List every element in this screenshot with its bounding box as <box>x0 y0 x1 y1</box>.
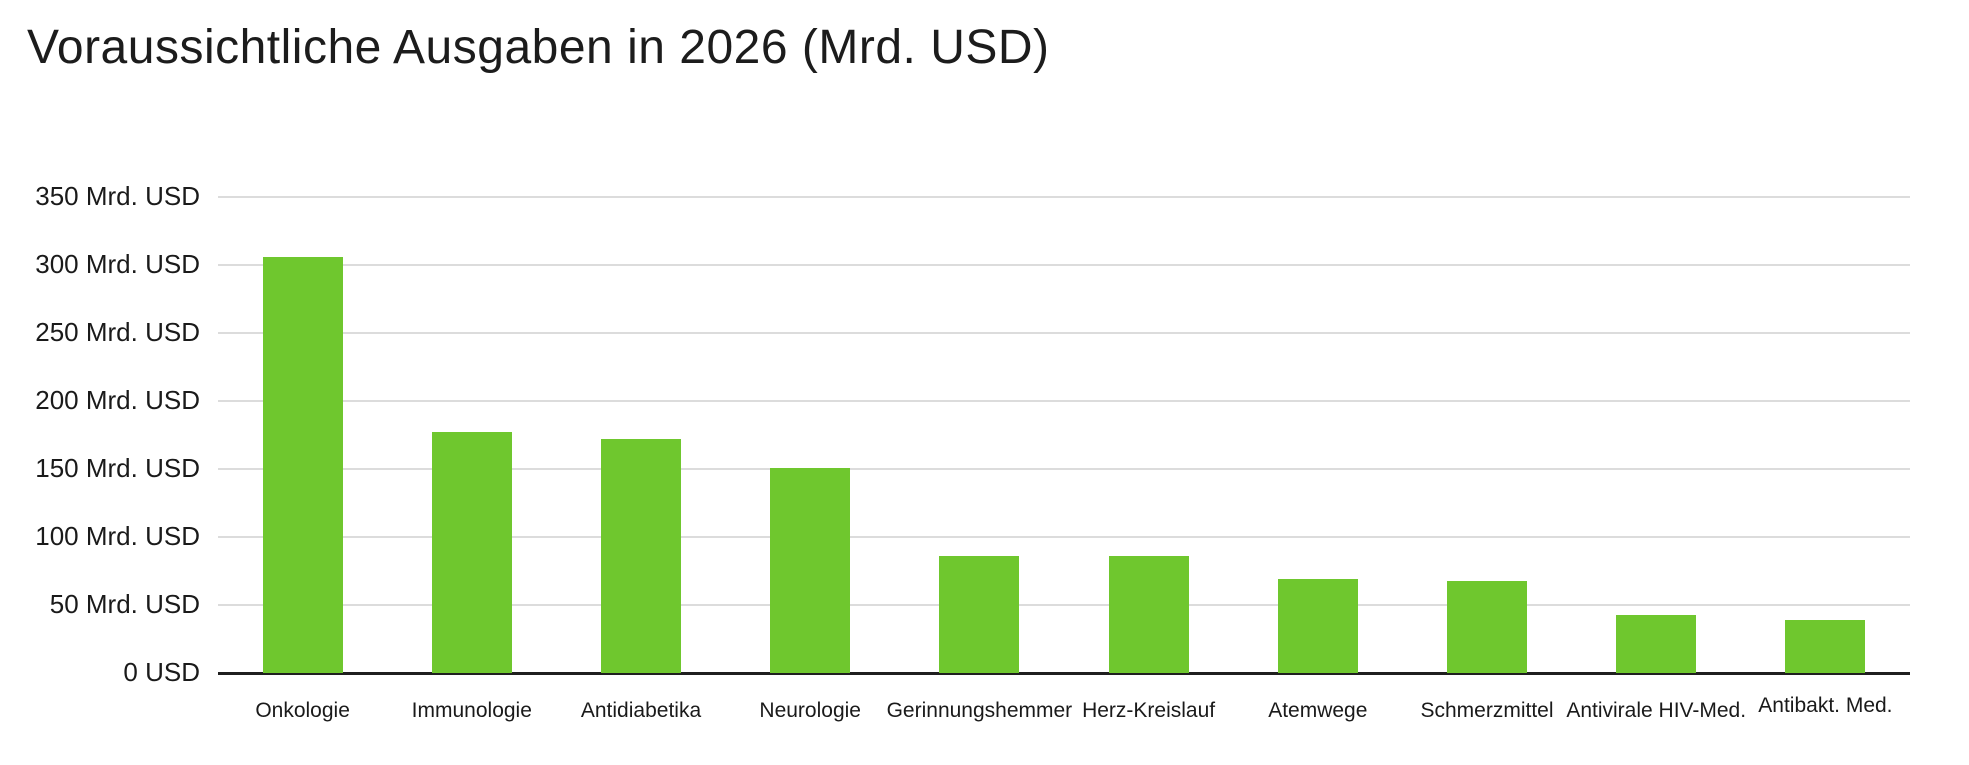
x-tick-label-gerinnungshemmer: Gerinnungshemmer <box>886 699 1073 722</box>
bar-antidiabetika <box>601 439 681 673</box>
y-tick-label-300: 300 Mrd. USD <box>35 249 200 279</box>
bar-antivirale-hiv-med <box>1616 614 1697 673</box>
y-tick-label-250: 250 Mrd. USD <box>35 317 200 347</box>
bar-schmerzmittel <box>1447 580 1527 673</box>
gridline-100 <box>218 536 1910 538</box>
x-tick-label-schmerzmittel: Schmerzmittel <box>1420 699 1554 722</box>
bar-atemwege <box>1277 579 1358 673</box>
y-tick-label-100: 100 Mrd. USD <box>35 521 200 551</box>
x-tick-label-onkologie: Onkologie <box>255 699 350 722</box>
y-tick-label-350: 350 Mrd. USD <box>35 181 200 211</box>
y-tick-label-0: 0 USD <box>123 657 200 687</box>
x-axis-line <box>218 672 1910 675</box>
bar-neurologie <box>770 467 851 673</box>
bar-onkologie <box>262 256 343 673</box>
gridline-150 <box>218 468 1910 470</box>
x-tick-label-immunologie: Immunologie <box>411 699 532 722</box>
gridline-250 <box>218 332 1910 334</box>
gridline-200 <box>218 400 1910 402</box>
bar-immunologie <box>431 432 512 673</box>
x-tick-label-herz-kreislauf: Herz-Kreislauf <box>1082 699 1216 722</box>
y-tick-label-50: 50 Mrd. USD <box>49 589 200 619</box>
x-tick-label-antidiabetika: Antidiabetika <box>580 699 702 722</box>
chart-title: Voraussichtliche Ausgaben in 2026 (Mrd. … <box>27 21 1050 74</box>
x-tick-label-atemwege: Atemwege <box>1268 699 1368 722</box>
bar-herz-kreislauf <box>1108 556 1189 673</box>
gridline-50 <box>218 604 1910 606</box>
x-tick-label-antibakt-med: Antibakt. Med. <box>1758 694 1893 717</box>
bar-gerinnungshemmer <box>939 556 1020 673</box>
gridline-300 <box>218 264 1910 266</box>
x-tick-label-neurologie: Neurologie <box>759 699 861 722</box>
y-tick-label-200: 200 Mrd. USD <box>35 385 200 415</box>
gridline-350 <box>218 196 1910 198</box>
x-tick-label-antivirale-hiv-med: Antivirale HIV-Med. <box>1566 699 1747 722</box>
y-tick-label-150: 150 Mrd. USD <box>35 453 200 483</box>
bar-antibakt-med <box>1785 619 1866 673</box>
